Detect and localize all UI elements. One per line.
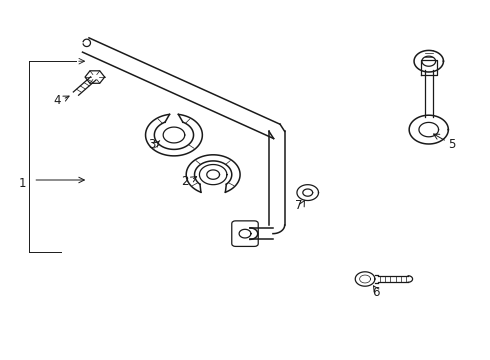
Text: 6: 6 — [372, 286, 380, 299]
Text: 2: 2 — [181, 175, 189, 188]
Text: 1: 1 — [18, 177, 26, 190]
Text: 5: 5 — [448, 138, 456, 150]
Text: 3: 3 — [148, 138, 156, 150]
Text: 4: 4 — [54, 94, 61, 107]
Text: 7: 7 — [295, 199, 303, 212]
